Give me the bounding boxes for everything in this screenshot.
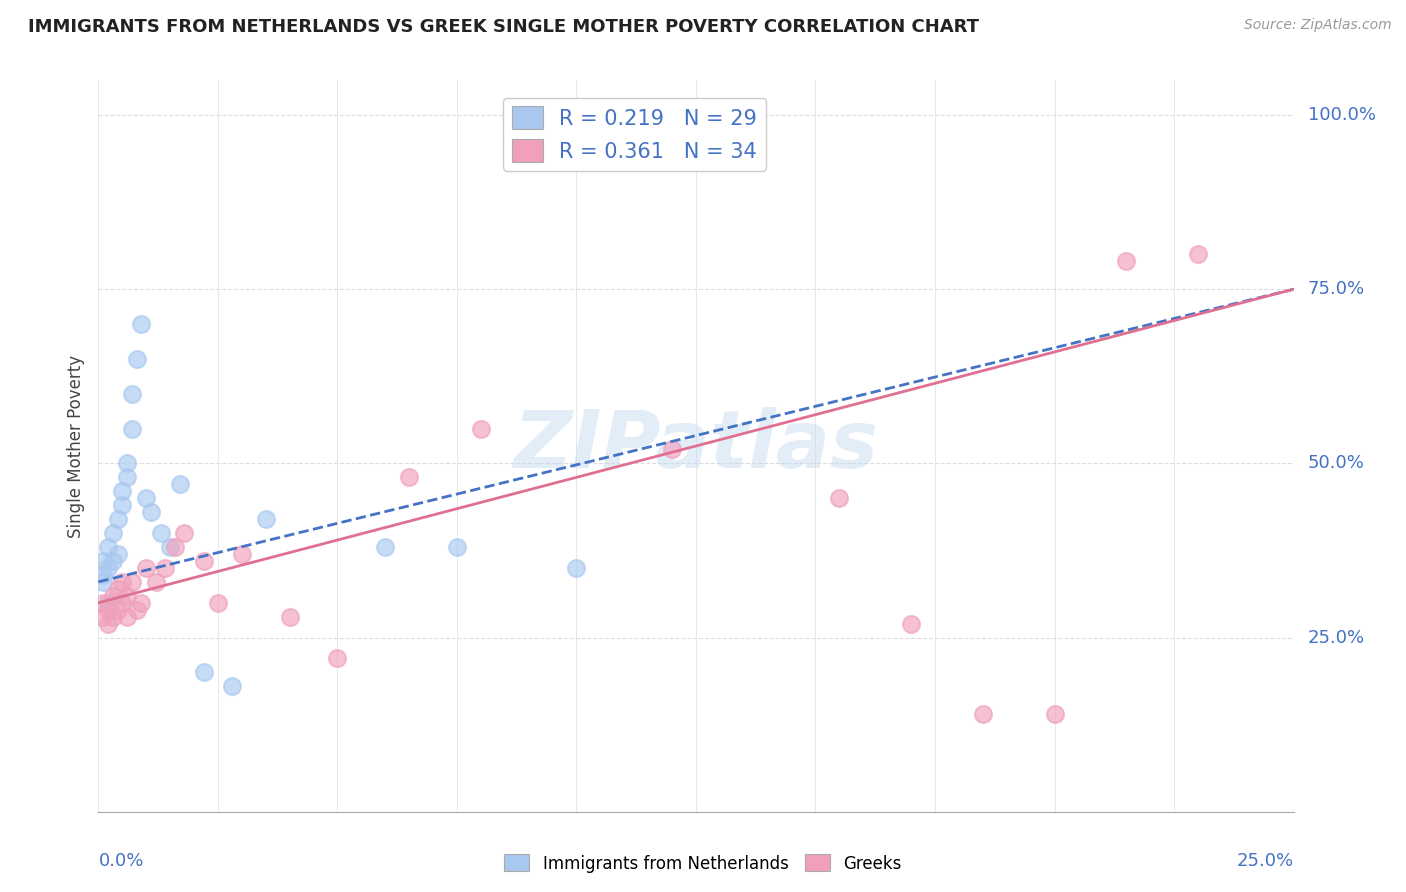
Point <box>326 651 349 665</box>
Point <box>125 603 148 617</box>
Point <box>101 609 124 624</box>
Legend: R = 0.219   N = 29, R = 0.361   N = 34: R = 0.219 N = 29, R = 0.361 N = 34 <box>503 98 766 170</box>
Text: 0.0%: 0.0% <box>98 852 143 870</box>
Point <box>111 596 134 610</box>
Point <box>115 609 138 624</box>
Point <box>193 665 215 680</box>
Point <box>111 498 134 512</box>
Point <box>149 526 172 541</box>
Y-axis label: Single Mother Poverty: Single Mother Poverty <box>66 354 84 538</box>
Point <box>900 616 922 631</box>
Point <box>207 596 229 610</box>
Point <box>565 561 588 575</box>
Point <box>107 582 129 596</box>
Point <box>91 574 114 589</box>
Point <box>115 457 138 471</box>
Point <box>91 567 114 582</box>
Point <box>155 561 177 575</box>
Text: Source: ZipAtlas.com: Source: ZipAtlas.com <box>1244 18 1392 32</box>
Point <box>145 574 167 589</box>
Point <box>278 609 301 624</box>
Point <box>107 547 129 561</box>
Point <box>91 609 114 624</box>
Point <box>115 470 138 484</box>
Text: 100.0%: 100.0% <box>1308 106 1376 124</box>
Point <box>125 351 148 366</box>
Point <box>97 540 120 554</box>
Point <box>107 603 129 617</box>
Point <box>173 526 195 541</box>
Point <box>1115 254 1137 268</box>
Point <box>135 561 157 575</box>
Point <box>121 574 143 589</box>
Point <box>159 540 181 554</box>
Point <box>1043 707 1066 722</box>
Point <box>828 491 851 506</box>
Point <box>1187 247 1209 261</box>
Point <box>97 561 120 575</box>
Point <box>131 317 153 331</box>
Point <box>91 554 114 568</box>
Text: ZIPatlas: ZIPatlas <box>513 407 879 485</box>
Text: 25.0%: 25.0% <box>1236 852 1294 870</box>
Point <box>121 386 143 401</box>
Point <box>101 526 124 541</box>
Text: IMMIGRANTS FROM NETHERLANDS VS GREEK SINGLE MOTHER POVERTY CORRELATION CHART: IMMIGRANTS FROM NETHERLANDS VS GREEK SIN… <box>28 18 979 36</box>
Point <box>111 574 134 589</box>
Text: 75.0%: 75.0% <box>1308 280 1365 298</box>
Point <box>115 589 138 603</box>
Point <box>193 554 215 568</box>
Point <box>374 540 396 554</box>
Point <box>121 421 143 435</box>
Point <box>221 679 243 693</box>
Point <box>91 596 114 610</box>
Point <box>107 512 129 526</box>
Point <box>97 596 120 610</box>
Point <box>446 540 468 554</box>
Point <box>231 547 253 561</box>
Point <box>101 589 124 603</box>
Point <box>972 707 994 722</box>
Point <box>131 596 153 610</box>
Point <box>254 512 277 526</box>
Point <box>470 421 492 435</box>
Point <box>111 484 134 499</box>
Point <box>169 477 191 491</box>
Point <box>661 442 683 457</box>
Point <box>97 616 120 631</box>
Point <box>101 554 124 568</box>
Point <box>97 603 120 617</box>
Point <box>139 505 162 519</box>
Point <box>398 470 420 484</box>
Legend: Immigrants from Netherlands, Greeks: Immigrants from Netherlands, Greeks <box>498 847 908 880</box>
Text: 25.0%: 25.0% <box>1308 629 1365 647</box>
Point <box>163 540 186 554</box>
Point <box>135 491 157 506</box>
Text: 50.0%: 50.0% <box>1308 454 1365 473</box>
